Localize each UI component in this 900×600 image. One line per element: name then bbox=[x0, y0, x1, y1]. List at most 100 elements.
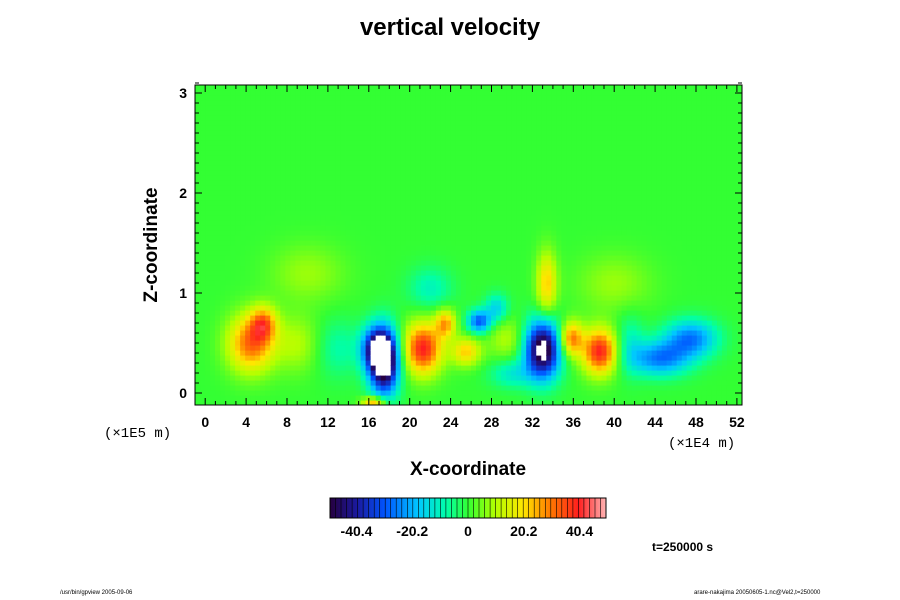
heatmap-cell bbox=[566, 235, 572, 241]
heatmap-cell bbox=[370, 305, 377, 311]
heatmap-cell bbox=[496, 395, 502, 401]
heatmap-cell bbox=[450, 330, 457, 336]
heatmap-cell bbox=[310, 190, 317, 196]
heatmap-cell bbox=[450, 100, 457, 106]
heatmap-cell bbox=[581, 300, 588, 306]
heatmap-cell bbox=[335, 150, 342, 156]
heatmap-cell bbox=[581, 150, 588, 156]
heatmap-cell bbox=[255, 215, 261, 221]
heatmap-cell bbox=[360, 260, 367, 266]
heatmap-cell bbox=[265, 360, 271, 366]
heatmap-cell bbox=[410, 260, 417, 266]
heatmap-cell bbox=[285, 385, 291, 391]
heatmap-cell bbox=[360, 160, 367, 166]
heatmap-cell bbox=[390, 135, 397, 141]
heatmap-cell bbox=[300, 245, 307, 251]
heatmap-cell bbox=[395, 170, 402, 176]
heatmap-cell bbox=[235, 330, 241, 336]
heatmap-cell bbox=[526, 340, 532, 346]
heatmap-cell bbox=[230, 215, 236, 221]
heatmap-cell bbox=[581, 390, 588, 396]
heatmap-cell bbox=[290, 160, 296, 166]
heatmap-cell bbox=[430, 345, 437, 351]
heatmap-cell bbox=[455, 400, 462, 405]
heatmap-cell bbox=[395, 250, 402, 256]
heatmap-cell bbox=[476, 120, 482, 126]
heatmap-cell bbox=[240, 90, 246, 96]
heatmap-cell bbox=[425, 150, 432, 156]
heatmap-cell bbox=[240, 155, 246, 161]
heatmap-cell bbox=[265, 380, 271, 386]
heatmap-cell bbox=[220, 120, 226, 126]
heatmap-cell bbox=[566, 190, 572, 196]
heatmap-cell bbox=[350, 350, 357, 356]
heatmap-cell bbox=[225, 265, 231, 271]
heatmap-cell bbox=[536, 265, 542, 271]
heatmap-cell bbox=[516, 185, 522, 191]
heatmap-cell bbox=[400, 135, 407, 141]
heatmap-cell bbox=[265, 285, 271, 291]
heatmap-cell bbox=[325, 270, 332, 276]
heatmap-cell bbox=[511, 130, 517, 136]
heatmap-cell bbox=[581, 215, 588, 221]
heatmap-cell bbox=[415, 165, 422, 171]
heatmap-cell bbox=[506, 235, 512, 241]
heatmap-cell bbox=[305, 125, 312, 131]
heatmap-cell bbox=[375, 315, 382, 321]
heatmap-cell bbox=[511, 205, 517, 211]
heatmap-cell bbox=[370, 190, 377, 196]
heatmap-cell bbox=[440, 240, 447, 246]
heatmap-cell bbox=[536, 365, 542, 371]
heatmap-cell bbox=[440, 230, 447, 236]
heatmap-cell bbox=[275, 340, 281, 346]
heatmap-cell bbox=[460, 300, 467, 306]
heatmap-cell bbox=[250, 165, 256, 171]
heatmap-cell bbox=[435, 220, 442, 226]
heatmap-cell bbox=[280, 165, 286, 171]
heatmap-cell bbox=[280, 295, 286, 301]
heatmap-cell bbox=[476, 145, 482, 151]
heatmap-cell bbox=[420, 155, 427, 161]
heatmap-cell bbox=[556, 225, 562, 231]
heatmap-cell bbox=[551, 300, 557, 306]
heatmap-cell bbox=[440, 310, 447, 316]
heatmap-cell bbox=[536, 320, 542, 326]
heatmap-cell bbox=[360, 210, 367, 216]
heatmap-cell bbox=[435, 170, 442, 176]
heatmap-cell bbox=[390, 160, 397, 166]
heatmap-cell bbox=[496, 265, 502, 271]
heatmap-cell bbox=[320, 400, 327, 405]
heatmap-cell bbox=[270, 230, 276, 236]
heatmap-cell bbox=[225, 150, 231, 156]
heatmap-cell bbox=[350, 125, 357, 131]
heatmap-cell bbox=[240, 255, 246, 261]
heatmap-cell bbox=[310, 245, 317, 251]
heatmap-cell bbox=[330, 365, 337, 371]
heatmap-cell bbox=[300, 340, 307, 346]
heatmap-cell bbox=[491, 285, 497, 291]
heatmap-cell bbox=[265, 135, 271, 141]
heatmap-cell bbox=[340, 290, 347, 296]
heatmap-cell bbox=[315, 220, 322, 226]
heatmap-cell bbox=[561, 235, 567, 241]
heatmap-cell bbox=[521, 175, 527, 181]
heatmap-cell bbox=[571, 190, 577, 196]
heatmap-cell bbox=[486, 245, 492, 251]
heatmap-cell bbox=[496, 340, 502, 346]
heatmap-cell bbox=[486, 145, 492, 151]
heatmap-cell bbox=[415, 260, 422, 266]
heatmap-cell bbox=[440, 335, 447, 341]
heatmap-cell bbox=[245, 110, 251, 116]
heatmap-cell bbox=[290, 200, 296, 206]
heatmap-cell bbox=[225, 220, 231, 226]
heatmap-cell bbox=[450, 175, 457, 181]
heatmap-cell bbox=[210, 195, 216, 201]
heatmap-cell bbox=[496, 315, 502, 321]
heatmap-cell bbox=[561, 195, 567, 201]
heatmap-cell bbox=[305, 310, 312, 316]
heatmap-cell bbox=[410, 345, 417, 351]
heatmap-cell bbox=[430, 325, 437, 331]
heatmap-cell bbox=[445, 380, 452, 386]
heatmap-cell bbox=[305, 375, 312, 381]
heatmap-cell bbox=[430, 165, 437, 171]
